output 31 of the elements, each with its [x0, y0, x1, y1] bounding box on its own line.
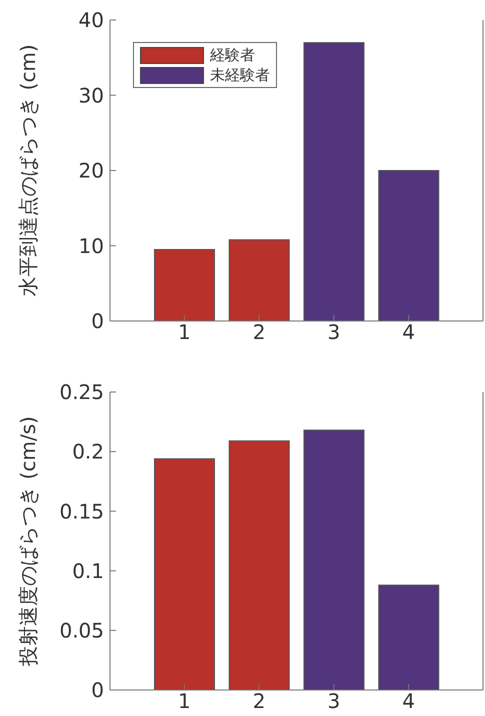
y-tick-label: 0.1 — [72, 558, 104, 583]
y-tick-label: 0.15 — [59, 499, 104, 524]
x-tick-label: 2 — [252, 320, 266, 344]
y-tick-label: 0.25 — [59, 380, 104, 404]
bar — [228, 239, 290, 321]
y-tick-label: 0.2 — [72, 440, 104, 464]
y-tick-label: 30 — [78, 83, 104, 108]
x-tick-label: 4 — [402, 689, 415, 714]
y-tick-label: 10 — [78, 234, 104, 258]
bar — [228, 440, 290, 690]
x-tick-label: 3 — [328, 320, 340, 344]
bar — [378, 584, 440, 690]
y-axis-title: 投射速度のばらつき (cm/s) — [16, 416, 40, 667]
x-tick-label: 1 — [178, 689, 191, 714]
x-tick-label: 3 — [328, 689, 340, 714]
bar — [154, 458, 215, 690]
bar — [154, 249, 215, 321]
x-tick-label: 4 — [402, 320, 415, 344]
bar — [378, 170, 440, 321]
x-tick-label: 2 — [252, 689, 266, 714]
y-tick-label: 20 — [78, 158, 104, 183]
y-tick-label: 0.05 — [59, 618, 104, 642]
y-tick-label: 0 — [91, 309, 104, 334]
x-tick-label: 1 — [178, 320, 191, 344]
bar — [303, 42, 364, 321]
y-tick-label: 0 — [91, 678, 104, 702]
y-tick-label: 40 — [78, 8, 104, 32]
legend-label: 未経験者 — [210, 66, 270, 84]
bar — [303, 430, 364, 690]
legend-label: 経験者 — [210, 46, 255, 64]
y-axis-title: 水平到達点のばらつき (cm) — [16, 44, 40, 297]
